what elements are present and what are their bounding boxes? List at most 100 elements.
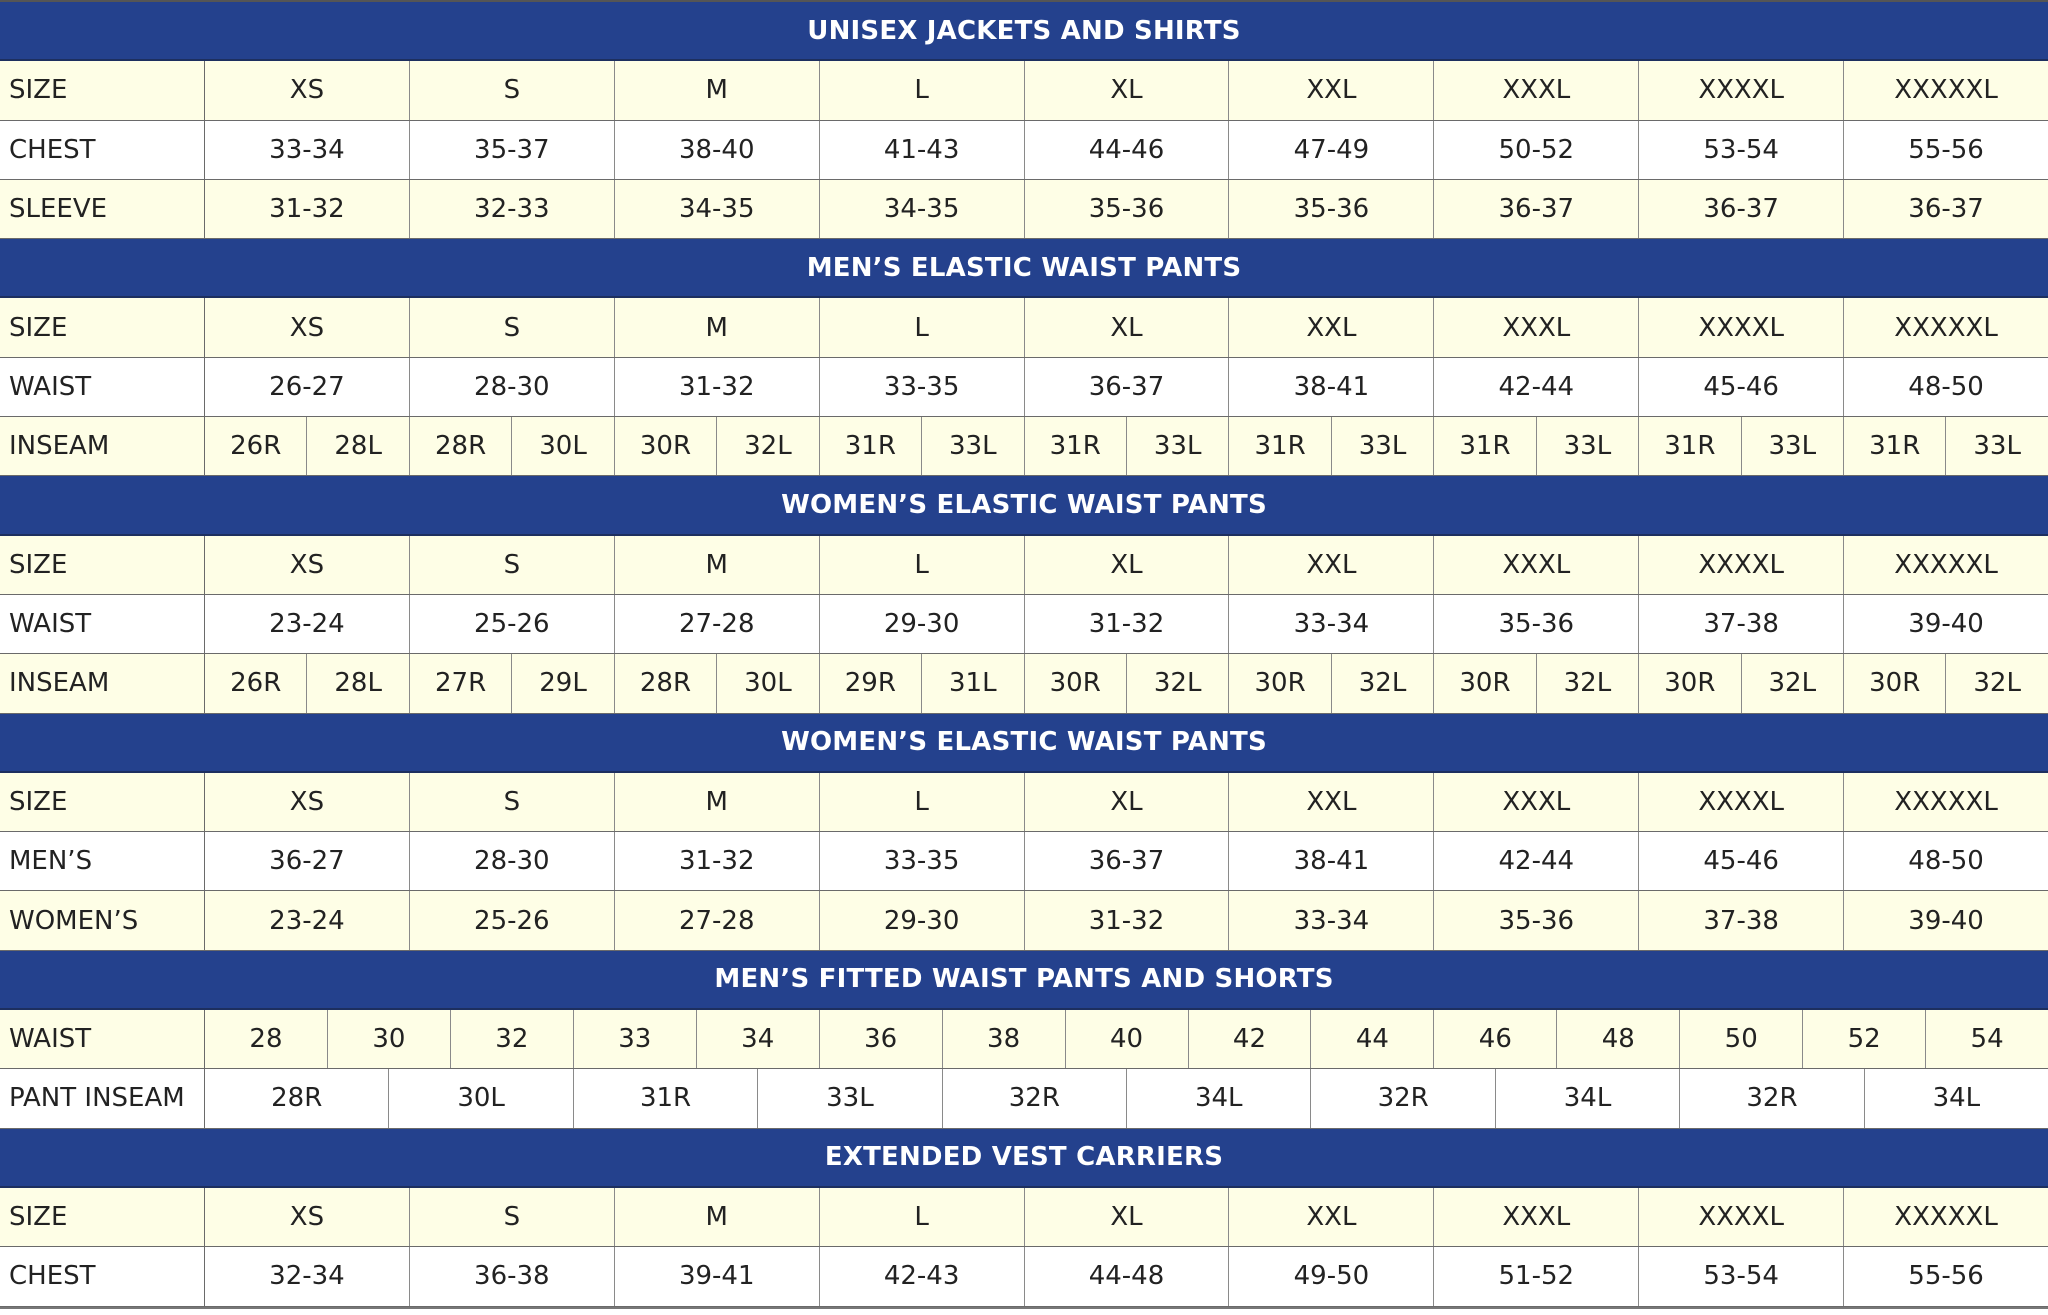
table-cell: 28 — [205, 1010, 328, 1069]
table-cell: 38 — [943, 1010, 1066, 1069]
row-label: CHEST — [0, 120, 205, 179]
table-cell: 30L — [389, 1069, 574, 1128]
table-cell: 47-49 — [1229, 120, 1435, 179]
table-cell: 27R — [410, 654, 513, 713]
table-cell: 36-37 — [1025, 832, 1230, 891]
table-cell: S — [410, 1187, 615, 1247]
table-cell: 36-37 — [1025, 357, 1230, 417]
table-cell: XS — [205, 61, 410, 120]
table-cell: 28L — [307, 654, 410, 713]
table-cell: 25-26 — [410, 594, 615, 654]
section-title-women-s-elastic-waist-pants: WOMEN’S ELASTIC WAIST PANTS — [0, 713, 2048, 773]
table-cell: 49-50 — [1229, 1247, 1435, 1306]
table-cell: 36 — [820, 1010, 943, 1069]
table-cell: 30R — [1844, 654, 1947, 713]
table-cell: 32L — [1332, 654, 1435, 713]
table-cell: 32L — [1742, 654, 1844, 713]
table-cell: 23-24 — [205, 891, 410, 950]
table-cell: 48-50 — [1908, 846, 1984, 877]
table-cell: 46 — [1434, 1010, 1558, 1069]
table-cell: 31R — [820, 417, 923, 476]
table-cell: 42-43 — [820, 1247, 1025, 1306]
table-cell: 34-35 — [615, 179, 820, 239]
table-cell: M — [615, 61, 820, 120]
table-cell: 32L — [717, 417, 820, 476]
table-cell: 32R — [943, 1069, 1128, 1128]
table-row-chest: CHEST 32-34 36-38 39-41 42-43 44-48 49-50 51-52… — [0, 1247, 2048, 1307]
table-cell: 34L — [1932, 1083, 1981, 1114]
table-row-pant-inseam: PANT INSEAM 28R 30L 31R 33L 32R 34L 32R 34L 32R 34… — [0, 1069, 2048, 1129]
row-label: PANT INSEAM — [0, 1069, 205, 1128]
table-cell: 34 — [697, 1010, 820, 1069]
table-cell: XXXL — [1434, 535, 1640, 594]
table-cell: XXXL — [1434, 1187, 1640, 1247]
table-cell: XL — [1025, 61, 1230, 120]
section-title-unisex-jackets-and-shirts: UNISEX JACKETS AND SHIRTS — [0, 2, 2048, 62]
section-title-extended-vest-carriers: EXTENDED VEST CARRIERS — [0, 1128, 2048, 1188]
table-cell: 44 — [1311, 1010, 1435, 1069]
table-cell: M — [615, 1187, 820, 1247]
table-cell: XXXXXL — [1894, 1202, 1998, 1233]
section-title-men-s-fitted-waist-pants-and-shorts: MEN’S FITTED WAIST PANTS AND SHORTS — [0, 950, 2048, 1011]
table-cell: 33L — [922, 417, 1025, 476]
table-cell: 39-40 — [1908, 609, 1984, 640]
table-cell: 33-35 — [820, 832, 1025, 891]
table-cell: 25-26 — [410, 891, 615, 950]
table-cell: 34L — [1127, 1069, 1312, 1128]
table-row-waist: WAIST 28 30 32 33 34 36 38 40 42 44 46 48 50 52 54 — [0, 1010, 2048, 1070]
table-cell: 40 — [1066, 1010, 1189, 1069]
table-cell: 55-56 — [1908, 1261, 1984, 1292]
table-cell: 31-32 — [205, 179, 410, 239]
table-cell: 28R — [615, 654, 718, 713]
table-cell: M — [615, 298, 820, 357]
row-label: SIZE — [0, 535, 205, 594]
table-cell: 30L — [512, 417, 615, 476]
table-cell: XL — [1025, 298, 1230, 357]
table-cell: L — [820, 61, 1025, 120]
section-title-women-s-elastic-waist-pants: WOMEN’S ELASTIC WAIST PANTS — [0, 476, 2048, 536]
row-label: MEN’S — [0, 832, 205, 891]
table-cell: 54 — [1970, 1024, 2004, 1055]
table-cell: 31-32 — [615, 832, 820, 891]
table-cell: XS — [205, 1187, 410, 1247]
table-cell: 28-30 — [410, 357, 615, 417]
table-cell: 38-41 — [1229, 357, 1435, 417]
table-cell: 36-27 — [205, 832, 410, 891]
table-cell: 39-41 — [615, 1247, 820, 1306]
table-cell: 32L — [1127, 654, 1230, 713]
table-cell: 38-40 — [615, 120, 820, 179]
table-row-waist: WAIST 26-27 28-30 31-32 33-35 36-37 38-41 42-44… — [0, 357, 2048, 418]
table-cell: XL — [1025, 535, 1230, 594]
table-cell: 34L — [1496, 1069, 1681, 1128]
table-cell: 26R — [205, 654, 308, 713]
table-cell: 32L — [1973, 668, 2021, 699]
table-cell: 23-24 — [205, 594, 410, 654]
table-cell: 34-35 — [820, 179, 1025, 239]
table-cell: 31R — [1844, 417, 1947, 476]
table-cell: 35-36 — [1434, 891, 1640, 950]
table-cell: XXXL — [1434, 298, 1640, 357]
table-cell: S — [410, 535, 615, 594]
row-label: WAIST — [0, 594, 205, 654]
table-cell: 33L — [1537, 417, 1640, 476]
table-cell: 42 — [1189, 1010, 1312, 1069]
table-cell: 45-46 — [1639, 832, 1845, 891]
table-cell: 37-38 — [1639, 594, 1845, 654]
table-cell: XXL — [1229, 1187, 1435, 1247]
table-cell: 35-36 — [1229, 179, 1435, 239]
table-cell: XXXXL — [1639, 298, 1845, 357]
table-cell: 38-41 — [1229, 832, 1435, 891]
table-cell: 26-27 — [205, 357, 410, 417]
table-cell: 32 — [451, 1010, 574, 1069]
table-cell: 35-37 — [410, 120, 615, 179]
table-cell: 31R — [1025, 417, 1127, 476]
table-cell: 27-28 — [615, 891, 820, 950]
table-cell: L — [820, 1187, 1025, 1247]
table-cell: XXXXXL — [1894, 549, 1998, 580]
table-cell: 30R — [1025, 654, 1127, 713]
table-cell: 30R — [1229, 654, 1332, 713]
table-cell: 33-34 — [1229, 891, 1435, 950]
row-label: SIZE — [0, 61, 205, 120]
table-cell: 31-32 — [615, 357, 820, 417]
